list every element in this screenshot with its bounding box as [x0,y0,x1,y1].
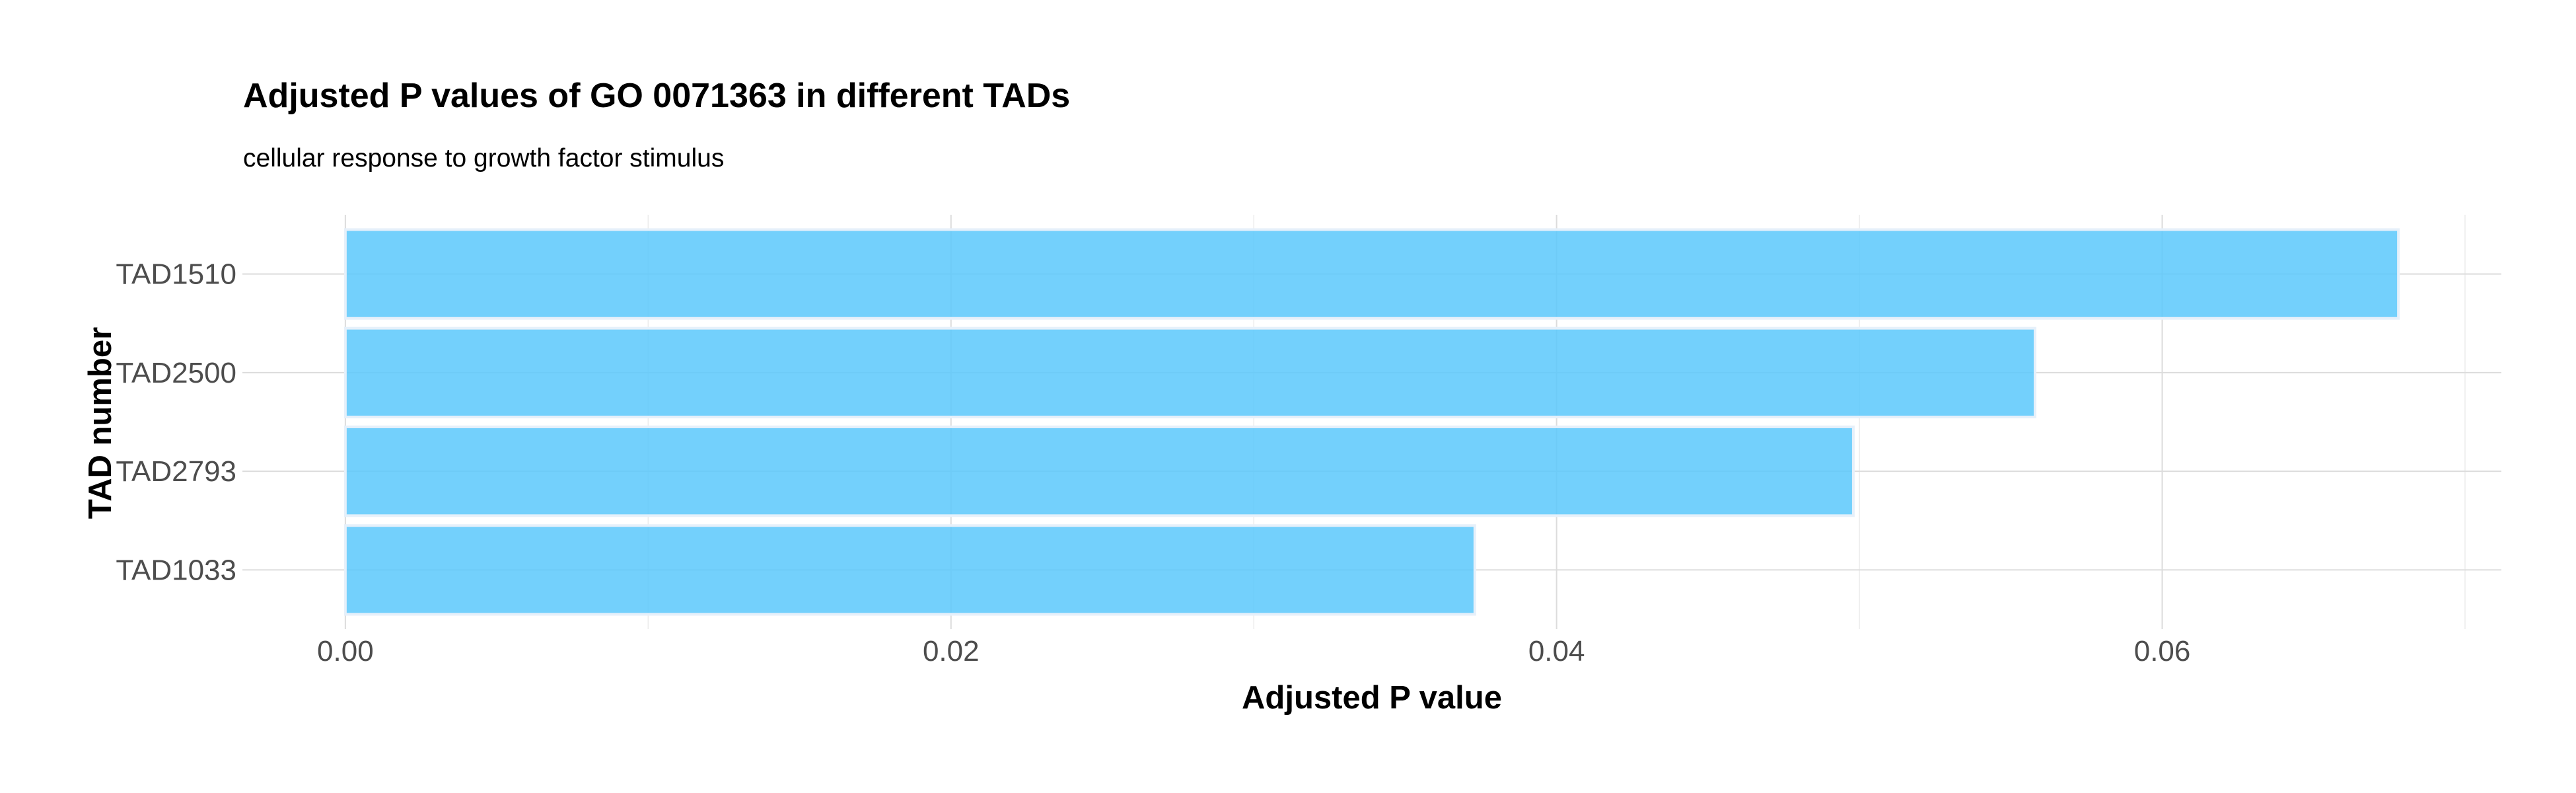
x-axis-title: Adjusted P value [1242,680,1502,716]
bar-tad2793 [343,425,1855,517]
y-tick-label: TAD2793 [116,455,236,488]
y-tick-label: TAD1510 [116,258,236,291]
x-tick-label: 0.00 [317,635,374,667]
bar-tad2500 [343,326,2036,419]
chart-title: Adjusted P values of GO 0071363 in diffe… [243,77,1070,115]
bars [343,228,2400,616]
chart-subtitle: cellular response to growth factor stimu… [243,144,724,172]
y-tick-label: TAD2500 [116,357,236,389]
x-tick-label: 0.02 [923,635,980,667]
x-tick-label: 0.04 [1528,635,1585,667]
x-tick-label: 0.06 [2134,635,2191,667]
bar-tad1033 [343,524,1476,616]
y-axis-title: TAD number [83,327,118,519]
y-tick-label: TAD1033 [116,554,236,586]
x-tick-labels: 0.00 0.02 0.04 0.06 [317,635,2190,667]
y-tick-labels: TAD1510 TAD2500 TAD2793 TAD1033 [116,258,236,587]
bar-tad1510 [343,228,2400,320]
